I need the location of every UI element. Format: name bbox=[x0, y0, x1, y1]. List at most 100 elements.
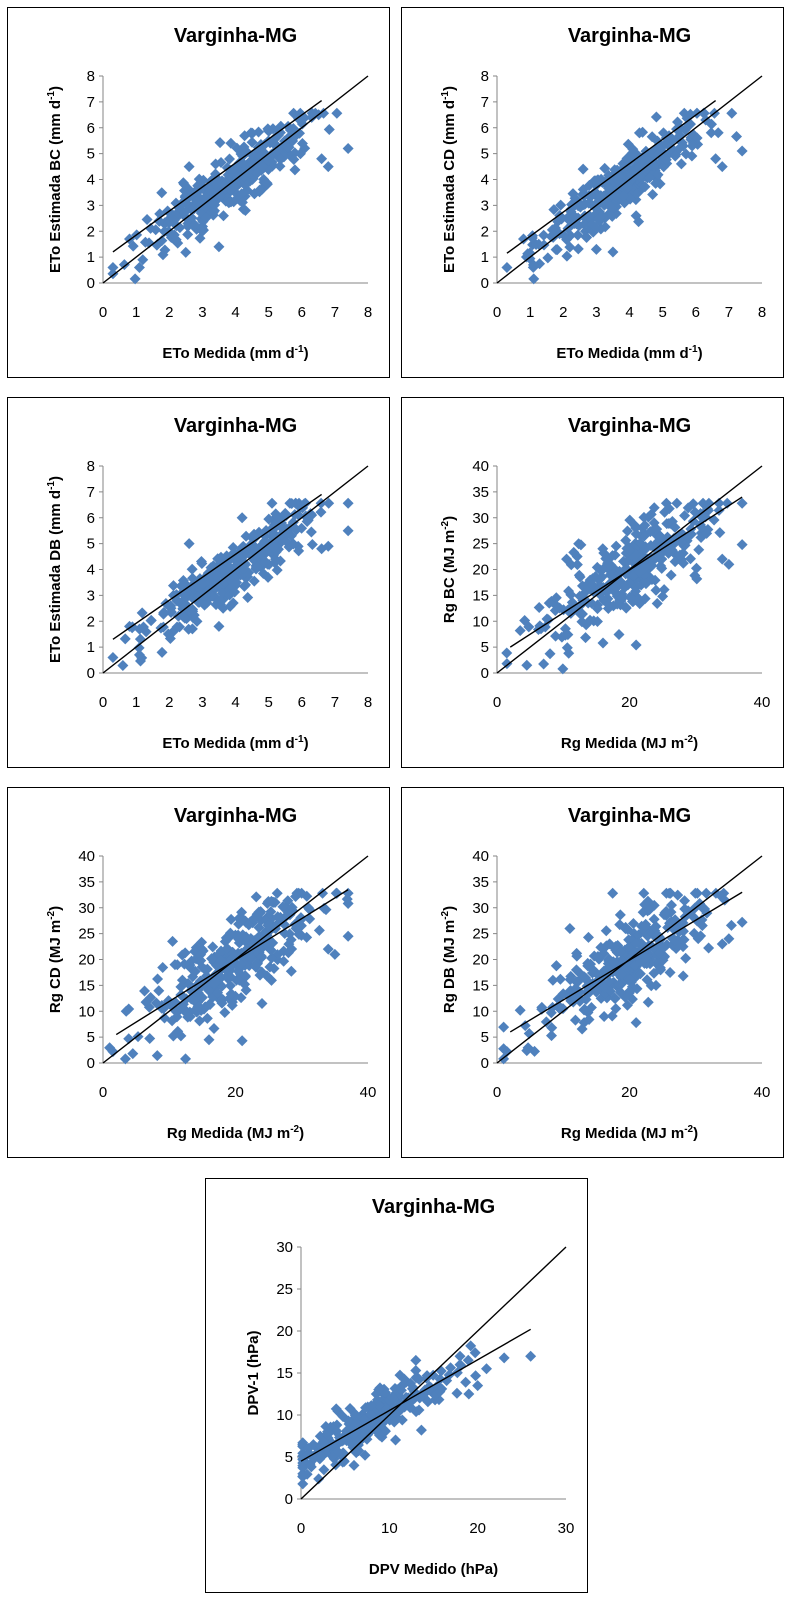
data-point bbox=[186, 563, 198, 575]
data-point bbox=[572, 229, 584, 241]
data-point bbox=[200, 212, 212, 224]
data-point bbox=[654, 939, 666, 951]
data-point bbox=[688, 927, 700, 939]
data-point bbox=[207, 197, 219, 209]
data-point bbox=[313, 924, 325, 936]
data-point bbox=[713, 504, 725, 516]
data-point bbox=[233, 933, 245, 945]
data-point bbox=[211, 571, 223, 583]
data-point bbox=[318, 1464, 330, 1476]
data-point bbox=[386, 1391, 398, 1403]
data-point bbox=[610, 190, 622, 202]
x-tick-label: 5 bbox=[264, 304, 272, 321]
data-point bbox=[259, 530, 271, 542]
data-point bbox=[674, 142, 686, 154]
x-tick-label: 0 bbox=[99, 1084, 107, 1101]
data-point bbox=[295, 929, 307, 941]
data-point bbox=[294, 127, 306, 139]
data-point bbox=[420, 1386, 432, 1398]
data-point bbox=[644, 904, 656, 916]
data-point bbox=[561, 250, 573, 262]
data-point bbox=[229, 586, 241, 598]
data-point bbox=[599, 162, 611, 174]
data-point bbox=[534, 258, 546, 270]
data-point bbox=[563, 647, 575, 659]
chart-title: Varginha-MG bbox=[568, 25, 691, 47]
data-point bbox=[272, 144, 284, 156]
data-point bbox=[330, 1459, 342, 1471]
data-point bbox=[277, 901, 289, 913]
data-point bbox=[216, 997, 228, 1009]
data-point bbox=[388, 1416, 400, 1428]
data-point bbox=[282, 141, 294, 153]
data-point bbox=[249, 532, 261, 544]
data-point bbox=[712, 127, 724, 139]
data-point bbox=[585, 958, 597, 970]
data-point bbox=[710, 153, 722, 165]
y-tick-label: 35 bbox=[472, 484, 489, 501]
data-point bbox=[602, 557, 614, 569]
data-point bbox=[316, 153, 328, 165]
data-point bbox=[660, 138, 672, 150]
data-point bbox=[557, 1003, 569, 1015]
data-point bbox=[133, 649, 145, 661]
data-point bbox=[275, 153, 287, 165]
y-axis-label: ETo Estimada BC (mm d-1) bbox=[46, 86, 64, 273]
data-point bbox=[287, 516, 299, 528]
data-point bbox=[650, 177, 662, 189]
data-points bbox=[501, 107, 748, 285]
data-point bbox=[630, 528, 642, 540]
data-point bbox=[694, 897, 706, 909]
data-point bbox=[211, 960, 223, 972]
data-point bbox=[713, 497, 725, 509]
data-point bbox=[389, 1383, 401, 1395]
data-point bbox=[224, 927, 236, 939]
data-points bbox=[107, 497, 354, 672]
one-to-one-line bbox=[102, 465, 369, 674]
data-point bbox=[245, 943, 257, 955]
data-point bbox=[434, 1386, 446, 1398]
data-point bbox=[107, 1046, 119, 1058]
data-point bbox=[616, 968, 628, 980]
data-point bbox=[595, 191, 607, 203]
chart-panel-eto-cd: Varginha-MG 0 1 2 3 4 5 6 7 8 0 1 2 3 4 5 6 7 8 ETo Medida … bbox=[401, 7, 784, 378]
data-point bbox=[413, 1404, 425, 1416]
data-point bbox=[540, 1016, 552, 1028]
chart-title: Varginha-MG bbox=[174, 25, 297, 47]
x-tick-label: 40 bbox=[360, 1084, 377, 1101]
data-point bbox=[224, 153, 236, 165]
data-point bbox=[145, 222, 157, 234]
data-point bbox=[204, 185, 216, 197]
y-tick-label: 6 bbox=[87, 510, 95, 527]
y-tick-label: 25 bbox=[78, 926, 95, 943]
y-tick-label: 40 bbox=[472, 458, 489, 475]
data-point bbox=[304, 913, 316, 925]
data-point bbox=[235, 992, 247, 1004]
scatter-chart-rg-bc: Varginha-MG 0 5 10 15 20 25 30 35 40 0 20 40 Rg Medid… bbox=[440, 415, 770, 752]
data-point bbox=[168, 229, 180, 241]
data-point bbox=[572, 212, 584, 224]
y-tick-label: 8 bbox=[481, 68, 489, 85]
data-point bbox=[472, 1380, 484, 1392]
chart-title: Varginha-MG bbox=[174, 415, 297, 437]
data-point bbox=[323, 123, 335, 135]
data-point bbox=[639, 181, 651, 193]
data-point bbox=[693, 544, 705, 556]
data-point bbox=[599, 221, 611, 233]
data-point bbox=[577, 163, 589, 175]
data-point bbox=[243, 919, 255, 931]
data-point bbox=[647, 188, 659, 200]
data-point bbox=[607, 887, 619, 899]
data-point bbox=[266, 497, 278, 509]
trend-line bbox=[300, 1328, 532, 1462]
data-point bbox=[550, 630, 562, 642]
y-tick-label: 0 bbox=[481, 1055, 489, 1072]
data-point bbox=[609, 992, 621, 1004]
data-point bbox=[651, 598, 663, 610]
x-axis-label: ETo Medida (mm d-1) bbox=[556, 344, 702, 362]
data-point bbox=[705, 127, 717, 139]
data-point bbox=[205, 576, 217, 588]
trend-line bbox=[112, 493, 323, 640]
data-point bbox=[696, 914, 708, 926]
data-point bbox=[329, 948, 341, 960]
